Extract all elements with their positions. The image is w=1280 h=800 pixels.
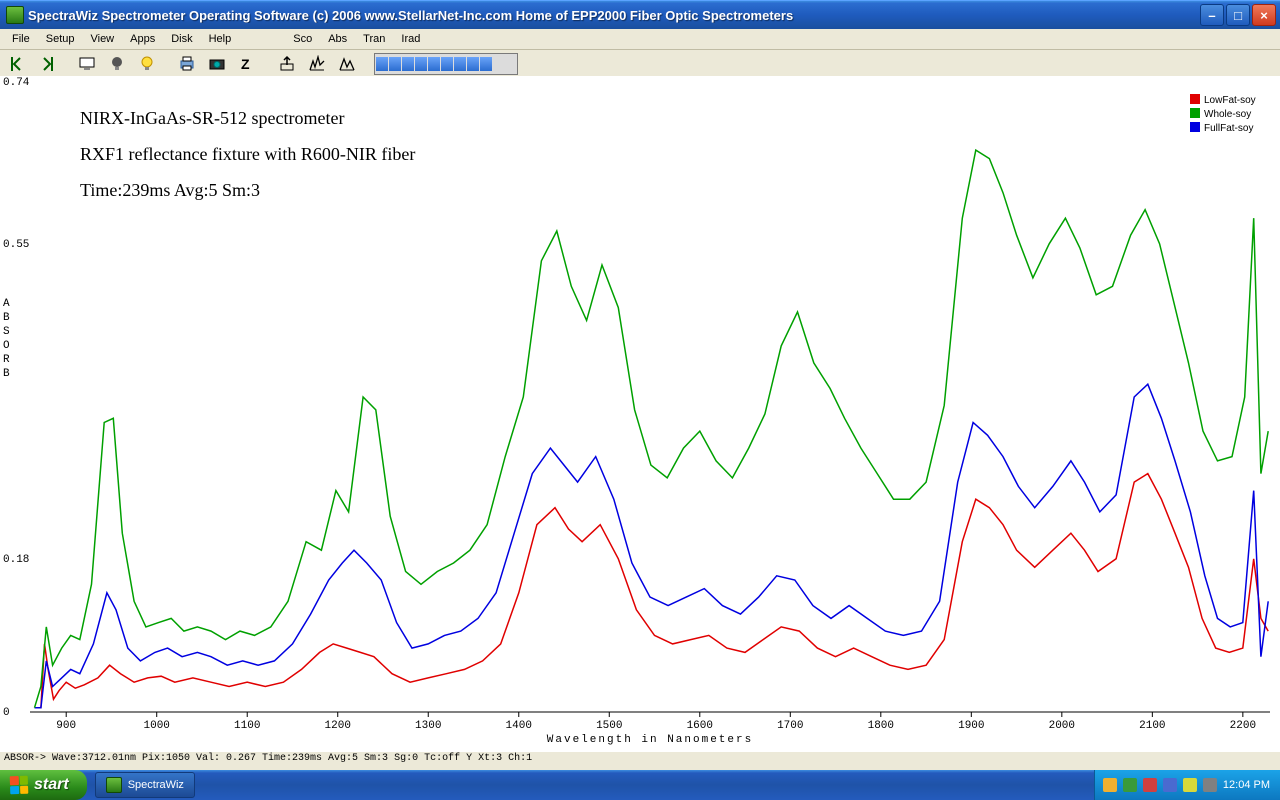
svg-text:0.55: 0.55	[3, 239, 29, 251]
svg-text:A: A	[3, 298, 10, 310]
mode-tran[interactable]: Tran	[355, 31, 393, 47]
toolbar: Z	[0, 50, 1280, 79]
status-bar: ABSOR-> Wave:3712.01nm Pix:1050 Val: 0.2…	[0, 751, 1280, 770]
svg-text:1000: 1000	[144, 720, 170, 732]
tray-icon[interactable]	[1163, 778, 1177, 792]
menu-file[interactable]: File	[4, 31, 38, 47]
mode-sco[interactable]: Sco	[285, 31, 320, 47]
taskbar-app-icon	[106, 777, 122, 793]
menu-disk[interactable]: Disk	[163, 31, 200, 47]
start-label: start	[34, 776, 69, 794]
menu-bar: File Setup View Apps Disk Help Sco Abs T…	[0, 29, 1280, 50]
tray-icon[interactable]	[1203, 778, 1217, 792]
svg-text:FullFat-soy: FullFat-soy	[1204, 123, 1253, 134]
svg-text:1100: 1100	[234, 720, 260, 732]
tb-peaks-a-icon[interactable]	[304, 51, 330, 77]
system-tray: 12:04 PM	[1094, 770, 1280, 800]
tb-z-icon[interactable]: Z	[234, 51, 260, 77]
tray-icon[interactable]	[1103, 778, 1117, 792]
tb-peaks-b-icon[interactable]	[334, 51, 360, 77]
svg-text:900: 900	[56, 720, 76, 732]
svg-text:1400: 1400	[506, 720, 532, 732]
svg-text:0.74: 0.74	[3, 77, 30, 89]
tray-clock: 12:04 PM	[1223, 779, 1270, 791]
progress-bar	[374, 53, 518, 75]
svg-text:RXF1 reflectance fixture with: RXF1 reflectance fixture with R600-NIR f…	[80, 144, 415, 164]
tray-icon[interactable]	[1123, 778, 1137, 792]
svg-text:0: 0	[3, 707, 10, 719]
svg-text:1300: 1300	[415, 720, 441, 732]
svg-text:1900: 1900	[958, 720, 984, 732]
svg-text:Z: Z	[241, 56, 250, 72]
svg-text:2100: 2100	[1139, 720, 1165, 732]
svg-text:R: R	[3, 354, 10, 366]
svg-text:Wavelength in Nanometers: Wavelength in Nanometers	[547, 734, 753, 746]
tb-light-bulb-icon[interactable]	[134, 51, 160, 77]
maximize-button[interactable]: □	[1226, 4, 1250, 26]
svg-text:B: B	[3, 312, 10, 324]
mode-abs[interactable]: Abs	[320, 31, 355, 47]
svg-text:2000: 2000	[1049, 720, 1075, 732]
tray-icon[interactable]	[1183, 778, 1197, 792]
windows-taskbar: start SpectraWiz 12:04 PM	[0, 770, 1280, 800]
tb-printer-icon[interactable]	[174, 51, 200, 77]
minimize-button[interactable]: –	[1200, 4, 1224, 26]
mode-irad[interactable]: Irad	[393, 31, 428, 47]
window-title: SpectraWiz Spectrometer Operating Softwa…	[28, 8, 1200, 23]
tb-arrow-right-icon[interactable]	[34, 51, 60, 77]
svg-text:1600: 1600	[687, 720, 713, 732]
svg-text:1200: 1200	[325, 720, 351, 732]
svg-text:LowFat-soy: LowFat-soy	[1204, 95, 1256, 106]
menu-setup[interactable]: Setup	[38, 31, 83, 47]
svg-text:S: S	[3, 326, 10, 338]
menu-view[interactable]: View	[82, 31, 122, 47]
svg-text:O: O	[3, 340, 10, 352]
menu-apps[interactable]: Apps	[122, 31, 163, 47]
svg-text:1700: 1700	[777, 720, 803, 732]
menu-help[interactable]: Help	[201, 31, 240, 47]
svg-text:2200: 2200	[1230, 720, 1256, 732]
start-button[interactable]: start	[0, 770, 87, 800]
svg-text:1500: 1500	[596, 720, 622, 732]
tb-arrow-left-icon[interactable]	[4, 51, 30, 77]
window-titlebar: SpectraWiz Spectrometer Operating Softwa…	[0, 0, 1280, 29]
tb-camera-icon[interactable]	[204, 51, 230, 77]
tb-monitor-icon[interactable]	[74, 51, 100, 77]
tb-export-up-icon[interactable]	[274, 51, 300, 77]
svg-text:Time:239ms Avg:5 Sm:3: Time:239ms Avg:5 Sm:3	[80, 180, 260, 200]
windows-logo-icon	[10, 776, 29, 795]
close-button[interactable]: ×	[1252, 4, 1276, 26]
svg-text:1800: 1800	[868, 720, 894, 732]
tray-icon[interactable]	[1143, 778, 1157, 792]
app-icon	[6, 6, 24, 24]
svg-text:B: B	[3, 368, 10, 380]
svg-text:NIRX-InGaAs-SR-512 spectromete: NIRX-InGaAs-SR-512 spectrometer	[80, 108, 344, 128]
taskbar-app-label: SpectraWiz	[128, 779, 184, 791]
svg-text:0.18: 0.18	[3, 554, 29, 566]
tb-dark-bulb-icon[interactable]	[104, 51, 130, 77]
svg-text:Whole-soy: Whole-soy	[1204, 109, 1251, 120]
chart-area: 00.180.550.74ABSORB900100011001200130014…	[0, 76, 1280, 754]
taskbar-app-button[interactable]: SpectraWiz	[95, 772, 195, 798]
